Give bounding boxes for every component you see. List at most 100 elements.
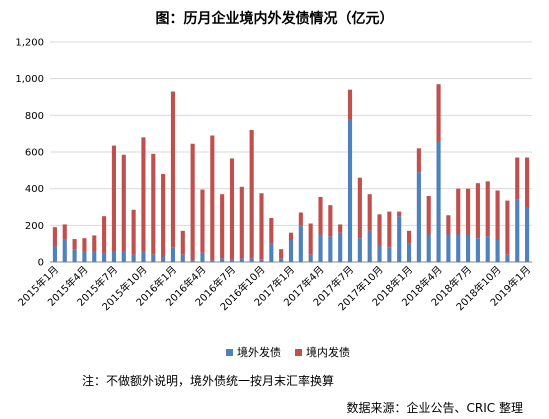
- bar-overseas: [62, 239, 67, 262]
- bar-domestic: [416, 148, 421, 173]
- y-tick-label: 1,200: [15, 38, 44, 49]
- legend-label-domestic: 境内发债: [306, 346, 350, 359]
- bar-overseas: [52, 246, 57, 262]
- bar-overseas: [210, 260, 215, 262]
- bar-overseas: [170, 247, 176, 262]
- bar-overseas: [308, 254, 313, 262]
- bar-domestic: [475, 183, 480, 239]
- bar-domestic: [279, 249, 284, 259]
- bar-overseas: [259, 259, 264, 262]
- bar-domestic: [111, 145, 116, 251]
- y-tick-label: 400: [25, 184, 44, 195]
- bar-domestic: [357, 177, 362, 239]
- bar-domestic: [72, 239, 77, 250]
- bar-domestic: [308, 223, 313, 255]
- bar-overseas: [82, 251, 87, 262]
- bar-domestic: [269, 218, 274, 244]
- bar-overseas: [377, 245, 382, 262]
- bar-domestic: [436, 84, 441, 141]
- bar-overseas: [131, 254, 136, 262]
- bar-overseas: [161, 256, 166, 262]
- bar-domestic: [180, 230, 185, 255]
- bar-overseas: [269, 243, 274, 262]
- legend-label-overseas: 境外发债: [237, 346, 281, 359]
- legend-swatch-domestic: [295, 348, 302, 356]
- bar-domestic: [141, 137, 146, 251]
- bar-domestic: [121, 154, 126, 251]
- bar-overseas: [151, 254, 156, 262]
- legend-item-domestic: 境内发债: [295, 344, 350, 360]
- bar-domestic: [328, 205, 333, 237]
- bar-overseas: [338, 232, 343, 262]
- y-tick-labels: 0 200 400 600 800 1,000 1,200: [15, 38, 44, 269]
- bar-overseas: [475, 238, 480, 262]
- bar-overseas: [111, 251, 116, 262]
- bar-overseas: [288, 240, 294, 262]
- bar-domestic: [406, 230, 412, 244]
- chart-note: 注：不做额外说明，境外债统一按月末汇率换算: [82, 374, 335, 388]
- bar-overseas: [426, 234, 431, 262]
- legend-item-overseas: 境外发债: [226, 344, 281, 360]
- bar-domestic: [52, 227, 57, 247]
- bar-overseas: [397, 216, 402, 262]
- bar-domestic: [190, 143, 195, 261]
- bar-overseas: [298, 225, 303, 262]
- y-tick-label: 200: [25, 221, 44, 232]
- bar-overseas: [279, 258, 284, 262]
- bar-domestic: [82, 238, 87, 251]
- bar-overseas: [347, 119, 353, 262]
- y-tick-label: 800: [25, 111, 44, 122]
- x-tick-labels: 2015年1月2015年4月2015年7月2015年10月2016年1月2016…: [15, 263, 533, 313]
- bar-domestic: [495, 190, 500, 240]
- bar-domestic: [338, 224, 343, 233]
- bar-overseas: [436, 141, 441, 262]
- legend-swatch-overseas: [226, 348, 233, 356]
- bar-domestic: [318, 196, 323, 235]
- y-tick-label: 600: [25, 148, 44, 159]
- bar-domestic: [102, 216, 107, 253]
- bar-overseas: [406, 243, 412, 262]
- bar-domestic: [426, 196, 431, 235]
- chart-title: 图：历月企业境内外发债情况（亿元）: [155, 11, 394, 27]
- bar-domestic: [456, 188, 461, 235]
- bar-domestic: [505, 200, 510, 255]
- bar-overseas: [387, 247, 392, 262]
- bar-overseas: [505, 254, 510, 262]
- bar-domestic: [485, 181, 490, 237]
- bar-overseas: [456, 234, 461, 262]
- bar-domestic: [377, 214, 382, 246]
- bar-overseas: [102, 252, 107, 262]
- bar-domestic: [62, 224, 67, 240]
- bar-domestic: [210, 135, 215, 261]
- bar-domestic: [387, 211, 392, 248]
- bar-overseas: [328, 236, 333, 262]
- bar-domestic: [151, 153, 156, 255]
- bar-domestic: [298, 212, 303, 226]
- y-tick-label: 1,000: [15, 74, 44, 85]
- bar-overseas: [92, 251, 97, 262]
- bar-overseas: [72, 249, 77, 262]
- bar-overseas: [141, 251, 146, 262]
- bar-overseas: [515, 199, 520, 262]
- bar-domestic: [397, 211, 402, 217]
- legend: 境外发债 境内发债: [226, 344, 350, 360]
- bar-overseas: [318, 234, 323, 262]
- bar-overseas: [200, 252, 205, 262]
- bar-overseas: [525, 207, 530, 262]
- bar-overseas: [367, 230, 372, 262]
- bar-domestic: [249, 130, 254, 259]
- bar-overseas: [416, 172, 421, 262]
- data-source: 数据来源：企业公告、CRIC 整理: [346, 401, 523, 415]
- bar-overseas: [495, 240, 500, 262]
- bar-domestic: [161, 174, 166, 257]
- bar-domestic: [288, 232, 294, 240]
- bar-domestic: [131, 209, 136, 255]
- bar-domestic: [92, 235, 97, 251]
- bar-domestic: [466, 188, 471, 235]
- bar-overseas: [466, 234, 471, 262]
- bar-overseas: [357, 238, 362, 262]
- bar-overseas: [485, 236, 490, 262]
- bar-overseas: [180, 254, 185, 262]
- bar-overseas: [249, 258, 254, 262]
